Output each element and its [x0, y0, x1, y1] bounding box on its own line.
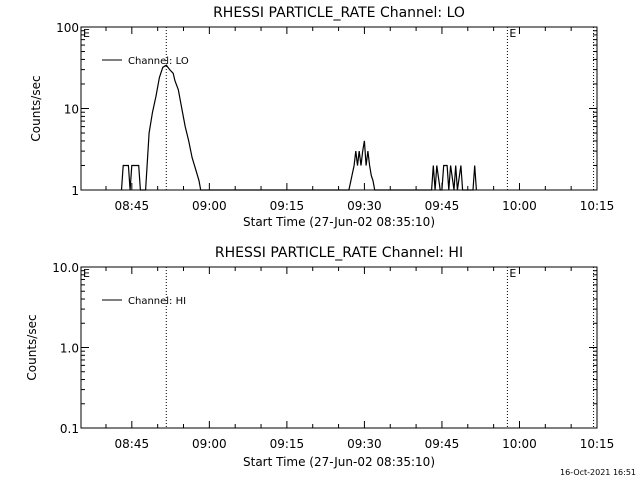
event-marker-label: E [509, 267, 516, 280]
plot-title: RHESSI PARTICLE_RATE Channel: LO [213, 5, 465, 21]
x-tick-label: 08:45 [115, 199, 150, 213]
y-tick-label: 1 [71, 184, 79, 198]
footer-timestamp: 16-Oct-2021 16:51 [560, 468, 636, 477]
event-marker-label: E [83, 27, 90, 40]
legend-entry: Channel: LO [128, 56, 189, 67]
y-tick-label: 100 [56, 21, 79, 35]
y-axis-label: Counts/sec [25, 314, 39, 380]
x-tick-label: 10:00 [502, 437, 537, 451]
x-axis-label: Start Time (27-Jun-02 08:35:10) [243, 215, 435, 229]
y-tick-label: 1.0 [60, 342, 79, 356]
event-marker-label: E [509, 27, 516, 40]
x-tick-label: 08:45 [115, 437, 150, 451]
y-tick-label: 0.1 [60, 422, 79, 436]
x-tick-label: 10:00 [502, 199, 537, 213]
plot-frame [80, 266, 598, 429]
y-tick-label: 10.0 [52, 261, 79, 275]
x-tick-label: 10:15 [580, 199, 615, 213]
plot-title: RHESSI PARTICLE_RATE Channel: HI [215, 245, 463, 261]
x-tick-label: 09:30 [347, 437, 382, 451]
x-tick-label: 10:15 [580, 437, 615, 451]
x-tick-label: 09:15 [270, 199, 305, 213]
event-marker-label: E [83, 267, 90, 280]
series-line-0 [120, 64, 477, 191]
x-tick-label: 09:00 [192, 437, 227, 451]
x-tick-label: 09:15 [270, 437, 305, 451]
x-tick-label: 09:45 [425, 199, 460, 213]
x-axis-label: Start Time (27-Jun-02 08:35:10) [243, 455, 435, 469]
x-tick-label: 09:30 [347, 199, 382, 213]
hi-channel-panel: RHESSI PARTICLE_RATE Channel: HI Start Ti… [25, 245, 614, 469]
legend-entry: Channel: HI [128, 296, 186, 307]
x-tick-label: 09:00 [192, 199, 227, 213]
y-tick-label: 10 [64, 103, 79, 117]
y-axis-label: Counts/sec [29, 75, 43, 141]
lo-channel-panel: RHESSI PARTICLE_RATE Channel: LO Start Ti… [29, 5, 614, 229]
plot-frame [80, 26, 598, 191]
x-tick-label: 09:45 [425, 437, 460, 451]
